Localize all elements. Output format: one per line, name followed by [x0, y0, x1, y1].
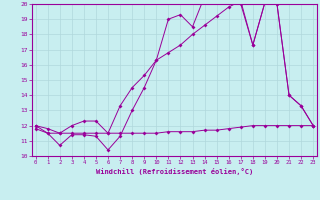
- X-axis label: Windchill (Refroidissement éolien,°C): Windchill (Refroidissement éolien,°C): [96, 168, 253, 175]
